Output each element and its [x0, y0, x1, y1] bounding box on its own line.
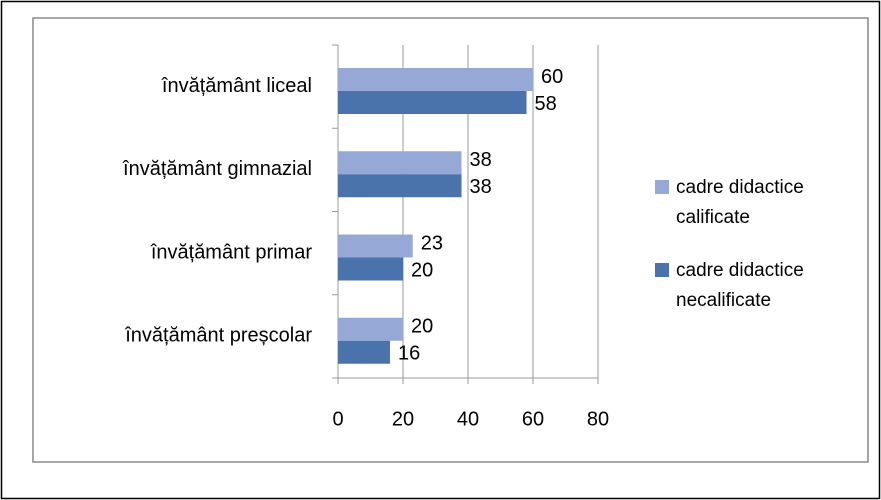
- x-tick-label: 20: [392, 408, 414, 430]
- y-tick-label: învățământ preșcolar: [124, 325, 312, 347]
- bar: [338, 317, 403, 341]
- x-tick-label: 40: [457, 408, 479, 430]
- chart-border: [32, 17, 869, 463]
- value-label: 20: [411, 316, 433, 338]
- value-label: 58: [535, 93, 557, 115]
- bar: [338, 68, 533, 91]
- bar: [338, 151, 462, 175]
- bar: [338, 257, 403, 281]
- legend-swatch: [655, 263, 669, 277]
- x-tick-label: 60: [522, 408, 544, 430]
- y-tick-label: învățământ primar: [150, 241, 313, 263]
- y-tick-label: învățământ liceal: [161, 75, 312, 97]
- value-label: 16: [398, 343, 420, 365]
- value-label: 23: [421, 232, 443, 254]
- bar: [338, 340, 390, 364]
- value-label: 38: [470, 149, 492, 171]
- x-tick-label: 80: [587, 408, 609, 430]
- value-label: 20: [411, 259, 433, 281]
- value-label: 60: [541, 66, 563, 88]
- legend-label: cadre didactice necalificate: [676, 260, 804, 311]
- bar: [338, 91, 527, 114]
- bar: [338, 234, 413, 258]
- y-tick-label: învățământ gimnazial: [122, 158, 312, 180]
- value-label: 38: [470, 176, 492, 198]
- legend-swatch: [655, 180, 669, 194]
- bar: [338, 174, 462, 198]
- x-tick-label: 0: [332, 408, 343, 430]
- legend-label: cadre didactice calificate: [676, 177, 804, 228]
